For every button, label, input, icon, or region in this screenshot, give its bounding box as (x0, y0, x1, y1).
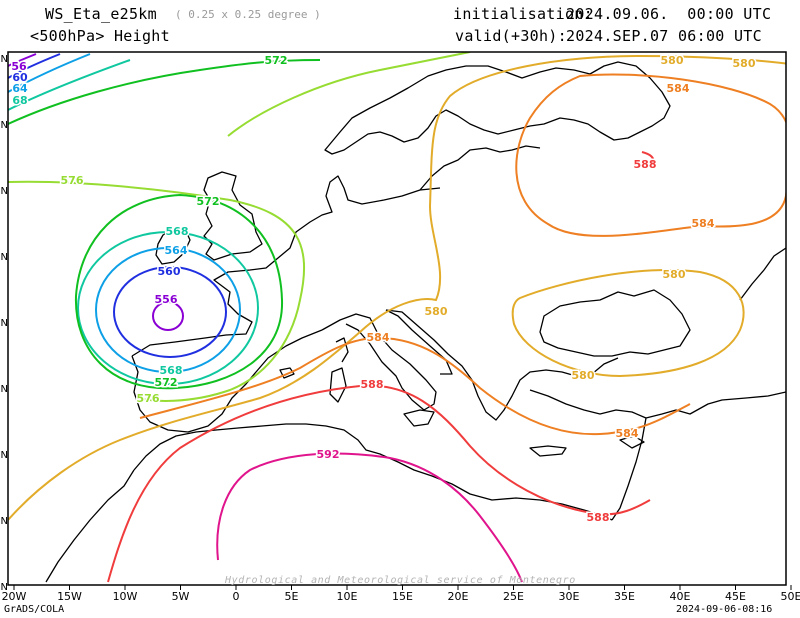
y-tick-label: N (1, 54, 8, 65)
contour-label-580: 580 (661, 54, 684, 67)
contour-label-584: 584 (667, 82, 690, 95)
contour-556 (152, 301, 184, 331)
contour-592 (216, 452, 523, 583)
field-name: <500hPa> Height (30, 27, 170, 45)
x-tick-label: 5W (172, 590, 190, 603)
contour-label-572: 572 (265, 54, 288, 67)
contour-label-560: 560 (158, 265, 181, 278)
x-tick-label: 20W (2, 590, 27, 603)
contour-label-572: 572 (155, 376, 178, 389)
x-tick-label: 25E (503, 590, 524, 603)
contour-560-upper (8, 53, 61, 79)
contour-label-576: 576 (137, 392, 160, 405)
y-tick-label: N (1, 120, 8, 131)
contour-572-low (74, 193, 284, 390)
x-tick-label: 50E (781, 590, 800, 603)
contour-label-576: 576 (61, 174, 84, 187)
contour-588 (107, 151, 655, 583)
y-tick-label: N (1, 516, 8, 527)
model-resolution: ( 0.25 x 0.25 degree ) (175, 8, 321, 21)
edge-label-60: 60 (12, 71, 28, 84)
x-tick-label: 5E (285, 590, 299, 603)
init-label: initialisation: (453, 5, 593, 23)
contour-label-580: 580 (572, 369, 595, 382)
y-tick-label: N (1, 384, 8, 395)
contour-label-580: 580 (733, 57, 756, 70)
contour-label-568: 568 (166, 225, 189, 238)
x-tick-label: 35E (614, 590, 635, 603)
contour-lines (8, 52, 786, 583)
contour-580 (8, 54, 786, 521)
contour-label-580: 580 (663, 268, 686, 281)
coastlines (45, 61, 786, 583)
y-tick-label: N (1, 582, 8, 593)
edge-label-56: 56 (11, 60, 27, 73)
x-axis: 20W 15W 10W 5W 0 5E 10E 15E 20E 25E 30E 35E 40E 45E 50… (2, 585, 800, 603)
coast-scandinavia (324, 61, 671, 155)
x-tick-label: 20E (448, 590, 469, 603)
coast-atlantic-africa (45, 469, 135, 583)
coast-north-africa (133, 423, 613, 521)
x-tick-label: 15W (57, 590, 82, 603)
model-name: WS_Eta_e25km (45, 5, 157, 23)
contour-label-588: 588 (634, 158, 657, 171)
contour-584 (139, 73, 786, 436)
contour-556-upper (8, 53, 37, 67)
contour-label-564: 564 (165, 244, 188, 257)
contour-label-556: 556 (155, 293, 178, 306)
coast-sicily (403, 409, 435, 427)
x-tick-label: 10W (113, 590, 138, 603)
coast-balkans (385, 309, 619, 421)
contour-label-588: 588 (587, 511, 610, 524)
contour-576 (8, 52, 471, 402)
x-tick-label: 40E (670, 590, 691, 603)
init-value: 2024.09.06. 00:00 UTC (566, 5, 772, 23)
contour-564 (95, 247, 241, 373)
x-tick-label: 45E (725, 590, 746, 603)
coast-caspian (739, 247, 786, 301)
y-tick-label: N (1, 186, 8, 197)
plot-frame (7, 51, 787, 586)
contour-label-588: 588 (361, 378, 384, 391)
coast-cyprus (619, 435, 645, 449)
software-credit: GrADS/COLA (4, 604, 65, 615)
contour-label-584: 584 (616, 427, 639, 440)
edge-label-68: 68 (12, 94, 27, 107)
coast-crete (529, 445, 567, 457)
contour-labels: 556 560 564 568 568 572 572 572 576 576 … (10, 53, 757, 526)
contour-568-upper (8, 59, 131, 111)
y-tick-label: N (1, 318, 8, 329)
coast-levant (611, 417, 647, 521)
contour-564-upper (8, 53, 91, 93)
valid-value: 2024.SEP.07 06:00 UTC (566, 27, 762, 45)
contour-label-572: 572 (197, 195, 220, 208)
contour-label-568: 568 (160, 364, 183, 377)
contour-label-584: 584 (692, 217, 715, 230)
footer-timestamp: 2024-09-06-08:16 (676, 604, 773, 615)
x-tick-label: 30E (559, 590, 580, 603)
y-axis: N N N N N N N N N (1, 54, 8, 593)
contour-label-592: 592 (317, 448, 340, 461)
coast-western-europe (131, 175, 441, 357)
contour-560 (113, 266, 227, 358)
coast-great-britain (203, 171, 263, 261)
contour-568 (77, 231, 259, 385)
coast-anatolia (529, 389, 786, 419)
watermark: Hydrological and Meteorological service … (225, 575, 576, 586)
y-tick-label: N (1, 450, 8, 461)
y-tick-label: N (1, 252, 8, 263)
coast-italy (321, 309, 453, 411)
x-tick-label: 0 (233, 590, 240, 603)
valid-label: valid(+30h): (455, 27, 567, 45)
edge-label-64: 64 (12, 82, 28, 95)
x-tick-label: 15E (392, 590, 413, 603)
contour-572-upper (8, 59, 321, 125)
x-tick-label: 10E (337, 590, 358, 603)
contour-label-580: 580 (425, 305, 448, 318)
coast-black-sea (539, 289, 691, 357)
contour-label-584: 584 (367, 331, 390, 344)
coast-baltic (419, 145, 541, 191)
